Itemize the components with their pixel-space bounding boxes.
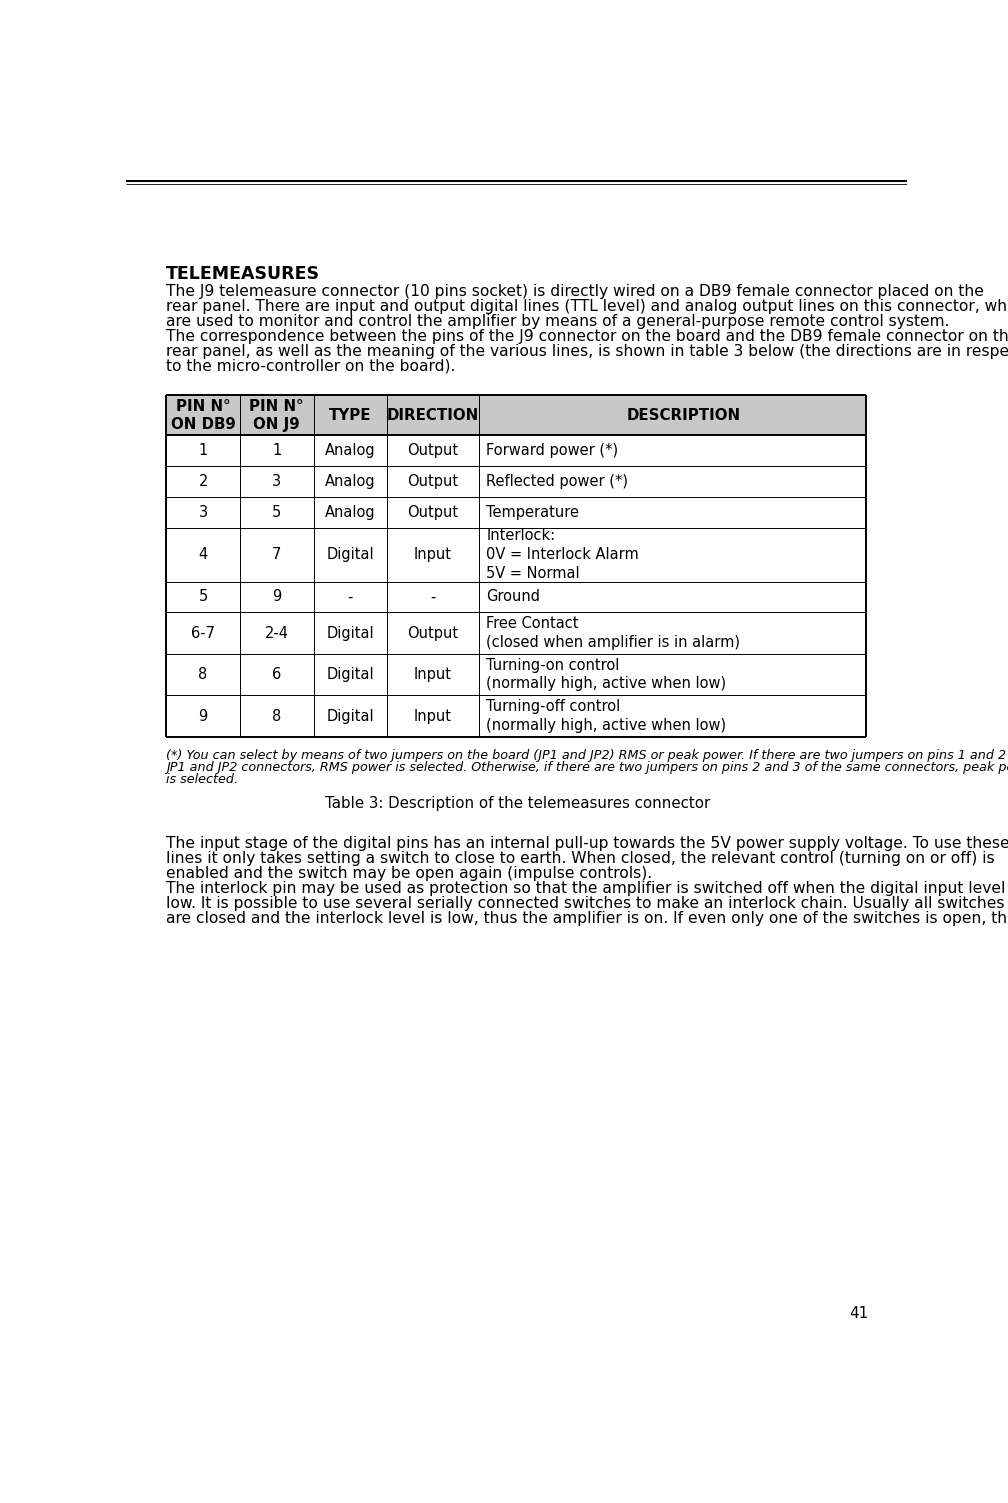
Text: The J9 telemeasure connector (10 pins socket) is directly wired on a DB9 female : The J9 telemeasure connector (10 pins so… (166, 284, 984, 299)
Text: Output: Output (407, 473, 459, 488)
Text: 2-4: 2-4 (265, 625, 288, 640)
Text: Digital: Digital (327, 547, 374, 562)
Bar (166, 436, 866, 466)
Text: Analog: Analog (325, 473, 376, 488)
Text: Input: Input (414, 547, 452, 562)
Text: 5: 5 (272, 505, 281, 520)
Text: 6-7: 6-7 (192, 625, 215, 640)
Text: 2: 2 (199, 473, 208, 488)
Text: TYPE: TYPE (330, 407, 372, 422)
Text: Analog: Analog (325, 505, 376, 520)
Text: to the micro-controller on the board).: to the micro-controller on the board). (166, 359, 456, 374)
Text: Forward power (*): Forward power (*) (487, 443, 619, 458)
Text: 3: 3 (199, 505, 208, 520)
Text: The correspondence between the pins of the J9 connector on the board and the DB9: The correspondence between the pins of t… (166, 329, 1008, 344)
Text: Input: Input (414, 709, 452, 724)
Text: are closed and the interlock level is low, thus the amplifier is on. If even onl: are closed and the interlock level is lo… (166, 911, 1008, 926)
Text: Turning-on control
(normally high, active when low): Turning-on control (normally high, activ… (487, 658, 727, 691)
Text: The interlock pin may be used as protection so that the amplifier is switched of: The interlock pin may be used as protect… (166, 881, 1008, 896)
Bar (166, 612, 866, 654)
Text: -: - (430, 589, 435, 604)
Text: 3: 3 (272, 473, 281, 488)
Text: low. It is possible to use several serially connected switches to make an interl: low. It is possible to use several seria… (166, 896, 1005, 911)
Text: Input: Input (414, 667, 452, 682)
Bar (166, 528, 866, 582)
Text: PIN N°
ON DB9: PIN N° ON DB9 (170, 398, 236, 431)
Text: 8: 8 (272, 709, 281, 724)
Text: 41: 41 (849, 1306, 869, 1321)
Text: 1: 1 (199, 443, 208, 458)
Text: Free Contact
(closed when amplifier is in alarm): Free Contact (closed when amplifier is i… (487, 616, 740, 649)
Text: enabled and the switch may be open again (impulse controls).: enabled and the switch may be open again… (166, 866, 652, 881)
Text: are used to monitor and control the amplifier by means of a general-purpose remo: are used to monitor and control the ampl… (166, 314, 950, 329)
Text: Output: Output (407, 443, 459, 458)
Text: DESCRIPTION: DESCRIPTION (627, 407, 741, 422)
Text: DIRECTION: DIRECTION (387, 407, 479, 422)
Text: The input stage of the digital pins has an internal pull-up towards the 5V power: The input stage of the digital pins has … (166, 836, 1008, 851)
Text: (*) You can select by means of two jumpers on the board (JP1 and JP2) RMS or pea: (*) You can select by means of two jumpe… (166, 750, 1008, 762)
Text: rear panel, as well as the meaning of the various lines, is shown in table 3 bel: rear panel, as well as the meaning of th… (166, 344, 1008, 359)
Text: lines it only takes setting a switch to close to earth. When closed, the relevan: lines it only takes setting a switch to … (166, 851, 995, 866)
Text: Analog: Analog (325, 443, 376, 458)
Text: Digital: Digital (327, 667, 374, 682)
Text: Temperature: Temperature (487, 505, 580, 520)
Bar (166, 696, 866, 736)
Text: 6: 6 (272, 667, 281, 682)
Text: Output: Output (407, 625, 459, 640)
Text: 7: 7 (272, 547, 281, 562)
Text: 9: 9 (199, 709, 208, 724)
Text: 5: 5 (199, 589, 208, 604)
Bar (166, 466, 866, 497)
Text: rear panel. There are input and output digital lines (TTL level) and analog outp: rear panel. There are input and output d… (166, 299, 1008, 314)
Text: Turning-off control
(normally high, active when low): Turning-off control (normally high, acti… (487, 699, 727, 733)
Text: 4: 4 (199, 547, 208, 562)
Text: 8: 8 (199, 667, 208, 682)
Text: PIN N°
ON J9: PIN N° ON J9 (249, 398, 304, 431)
Text: 1: 1 (272, 443, 281, 458)
Text: Ground: Ground (487, 589, 540, 604)
Bar (166, 654, 866, 696)
Text: is selected.: is selected. (166, 773, 238, 786)
Text: JP1 and JP2 connectors, RMS power is selected. Otherwise, if there are two jumpe: JP1 and JP2 connectors, RMS power is sel… (166, 762, 1008, 774)
Bar (166, 497, 866, 528)
Bar (166, 395, 866, 436)
Bar (166, 582, 866, 612)
Text: Table 3: Description of the telemeasures connector: Table 3: Description of the telemeasures… (325, 797, 710, 812)
Text: Output: Output (407, 505, 459, 520)
Text: Digital: Digital (327, 709, 374, 724)
Text: Digital: Digital (327, 625, 374, 640)
Text: Interlock:
0V = Interlock Alarm
5V = Normal: Interlock: 0V = Interlock Alarm 5V = Nor… (487, 529, 639, 580)
Text: 9: 9 (272, 589, 281, 604)
Text: -: - (348, 589, 353, 604)
Text: TELEMEASURES: TELEMEASURES (166, 265, 321, 283)
Text: Reflected power (*): Reflected power (*) (487, 473, 628, 488)
